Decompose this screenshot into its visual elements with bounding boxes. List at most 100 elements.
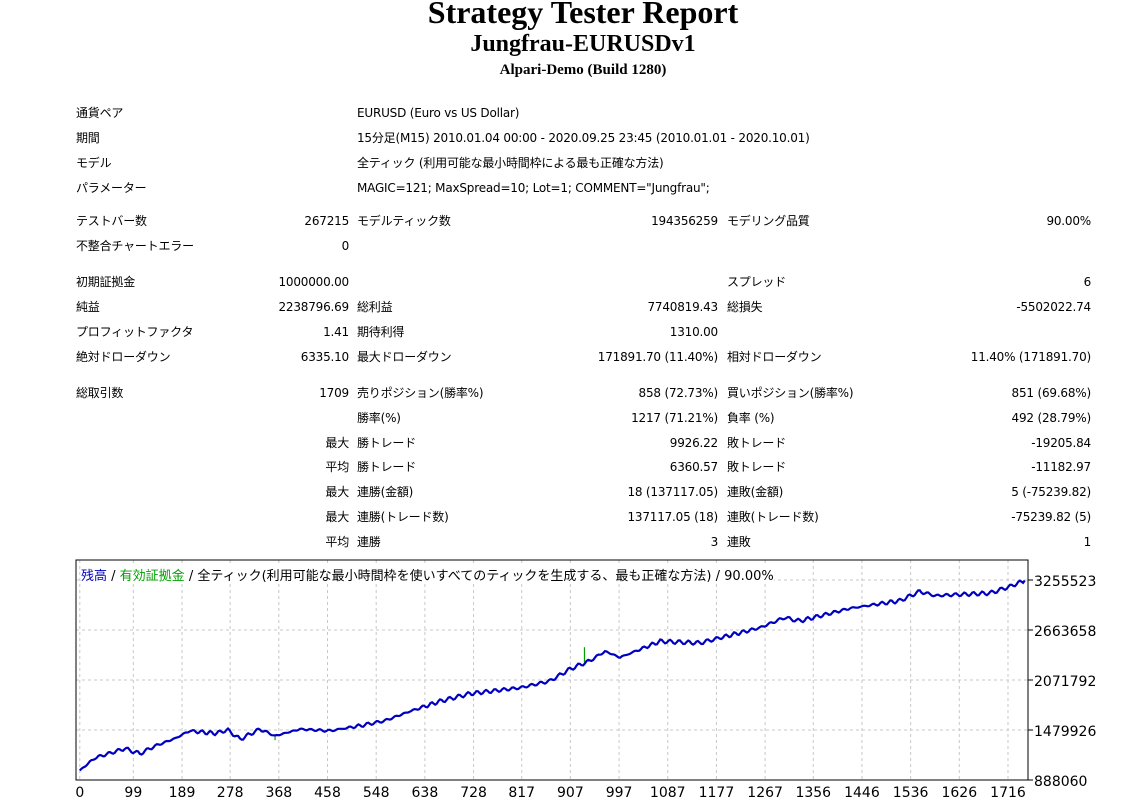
info-label: パラメーター bbox=[76, 181, 147, 195]
info-label: 通貨ペア bbox=[76, 106, 124, 120]
info-label: 期間 bbox=[76, 131, 100, 145]
x-tick-label: 1356 bbox=[795, 785, 831, 801]
y-tick-label: 2071792 bbox=[1034, 674, 1096, 690]
stat-value: 1217 (71.21%) bbox=[631, 411, 718, 425]
info-value: 15分足(M15) 2010.01.04 00:00 - 2020.09.25 … bbox=[357, 131, 810, 145]
legend-sep: / bbox=[184, 569, 198, 584]
legend-equity: 有効証拠金 bbox=[119, 569, 185, 584]
y-tick-label: 1479926 bbox=[1034, 724, 1096, 740]
stat-label: 純益 bbox=[76, 300, 100, 314]
stat-label: 連勝(金額) bbox=[357, 485, 414, 499]
x-tick-label: 1446 bbox=[844, 785, 880, 801]
stat-value: 1000000.00 bbox=[278, 275, 349, 289]
stat-value: 最大 bbox=[325, 510, 349, 524]
stat-value: 7740819.43 bbox=[647, 300, 718, 314]
stat-label: 総利益 bbox=[357, 300, 393, 314]
stat-label: 勝率(%) bbox=[357, 411, 401, 425]
stat-label: 買いポジション(勝率%) bbox=[727, 386, 854, 400]
stat-value: 最大 bbox=[325, 485, 349, 499]
stat-value: 3 bbox=[710, 535, 719, 549]
stat-value: 137117.05 (18) bbox=[627, 510, 718, 524]
x-tick-label: 1626 bbox=[941, 785, 977, 801]
stat-value: 6360.57 bbox=[669, 460, 718, 474]
x-tick-label: 1177 bbox=[699, 785, 735, 801]
stat-value: -75239.82 (5) bbox=[1011, 510, 1091, 524]
stat-value: 90.00% bbox=[1046, 214, 1091, 228]
stat-label: テストバー数 bbox=[76, 214, 147, 228]
stat-label: 期待利得 bbox=[357, 325, 405, 339]
x-tick-label: 278 bbox=[217, 785, 244, 801]
stat-label: 初期証拠金 bbox=[76, 275, 136, 289]
stat-value: 9926.22 bbox=[669, 436, 718, 450]
chart-legend: 残高 / 有効証拠金 / 全ティック(利用可能な最小時間枠を使いすべてのティック… bbox=[81, 565, 774, 584]
stat-value: 1.41 bbox=[323, 325, 349, 339]
x-tick-label: 1536 bbox=[893, 785, 929, 801]
x-tick-label: 458 bbox=[314, 785, 341, 801]
x-tick-label: 638 bbox=[412, 785, 439, 801]
plot-frame bbox=[75, 559, 1029, 781]
balance-line bbox=[79, 579, 1026, 772]
stat-value: 5 (-75239.82) bbox=[1011, 485, 1091, 499]
expert-name: Jungfrau-EURUSDv1 bbox=[470, 31, 696, 57]
legend-description: 全ティック(利用可能な最小時間枠を使いすべてのティックを生成する、最も正確な方法… bbox=[197, 569, 774, 584]
report-title: Strategy Tester Report bbox=[427, 0, 739, 30]
info-label: モデル bbox=[76, 156, 112, 170]
stat-label: 連勝 bbox=[357, 535, 381, 549]
stat-value: 6335.10 bbox=[300, 350, 349, 364]
x-tick-label: 728 bbox=[460, 785, 487, 801]
stat-value: 18 (137117.05) bbox=[627, 485, 718, 499]
x-tick-label: 1716 bbox=[990, 785, 1026, 801]
stat-label: 相対ドローダウン bbox=[727, 350, 822, 364]
stat-value: 平均 bbox=[325, 460, 349, 474]
stat-value: 1 bbox=[1083, 535, 1092, 549]
stat-label: モデルティック数 bbox=[357, 214, 451, 228]
stat-label: 敗トレード bbox=[727, 460, 787, 474]
stat-label: 売りポジション(勝率%) bbox=[357, 386, 484, 400]
x-tick-label: 189 bbox=[169, 785, 196, 801]
info-value: EURUSD (Euro vs US Dollar) bbox=[357, 106, 520, 120]
stat-label: 最大ドローダウン bbox=[357, 350, 452, 364]
stat-value: 最大 bbox=[325, 436, 349, 450]
stat-label: 総損失 bbox=[727, 300, 763, 314]
stat-value: 6 bbox=[1083, 275, 1092, 289]
stat-value: -5502022.74 bbox=[1016, 300, 1091, 314]
x-tick-label: 1087 bbox=[650, 785, 686, 801]
stat-label: 負率 (%) bbox=[727, 411, 775, 425]
stat-label: モデリング品質 bbox=[727, 214, 810, 228]
x-tick-label: 0 bbox=[75, 785, 84, 801]
server-name: Alpari-Demo (Build 1280) bbox=[499, 62, 667, 78]
stat-value: 851 (69.68%) bbox=[1011, 386, 1092, 400]
x-tick-label: 548 bbox=[363, 785, 390, 801]
stat-label: 総取引数 bbox=[76, 386, 124, 400]
stat-value: 492 (28.79%) bbox=[1011, 411, 1092, 425]
stat-label: 絶対ドローダウン bbox=[76, 350, 171, 364]
stat-value: 267215 bbox=[304, 214, 349, 228]
y-tick-label: 2663658 bbox=[1034, 624, 1096, 640]
stat-label: 勝トレード bbox=[357, 436, 417, 450]
stat-label: プロフィットファクタ bbox=[76, 325, 194, 339]
stat-label: 連敗(金額) bbox=[727, 485, 784, 499]
stat-value: 1310.00 bbox=[669, 325, 718, 339]
legend-sep: / bbox=[107, 569, 120, 584]
stat-value: 194356259 bbox=[651, 214, 718, 228]
stat-value: 平均 bbox=[325, 535, 349, 549]
stat-label: 連敗(トレード数) bbox=[727, 510, 819, 524]
stat-value: 858 (72.73%) bbox=[638, 386, 719, 400]
y-tick-label: 3255523 bbox=[1034, 574, 1096, 590]
stat-value: -19205.84 bbox=[1031, 436, 1091, 450]
x-tick-label: 817 bbox=[508, 785, 535, 801]
x-tick-label: 907 bbox=[557, 785, 584, 801]
stat-value: 11.40% (171891.70) bbox=[970, 350, 1091, 364]
stat-label: 不整合チャートエラー bbox=[76, 239, 194, 253]
stat-label: スプレッド bbox=[727, 275, 787, 289]
legend-balance: 残高 bbox=[81, 569, 108, 584]
x-tick-label: 1267 bbox=[747, 785, 783, 801]
stat-value: 1709 bbox=[319, 386, 349, 400]
stat-value: -11182.97 bbox=[1031, 460, 1091, 474]
stat-label: 連敗 bbox=[727, 535, 751, 549]
stat-label: 連勝(トレード数) bbox=[357, 510, 449, 524]
y-tick-label: 888060 bbox=[1034, 774, 1087, 790]
stat-value: 0 bbox=[341, 239, 350, 253]
stat-value: 171891.70 (11.40%) bbox=[597, 350, 718, 364]
